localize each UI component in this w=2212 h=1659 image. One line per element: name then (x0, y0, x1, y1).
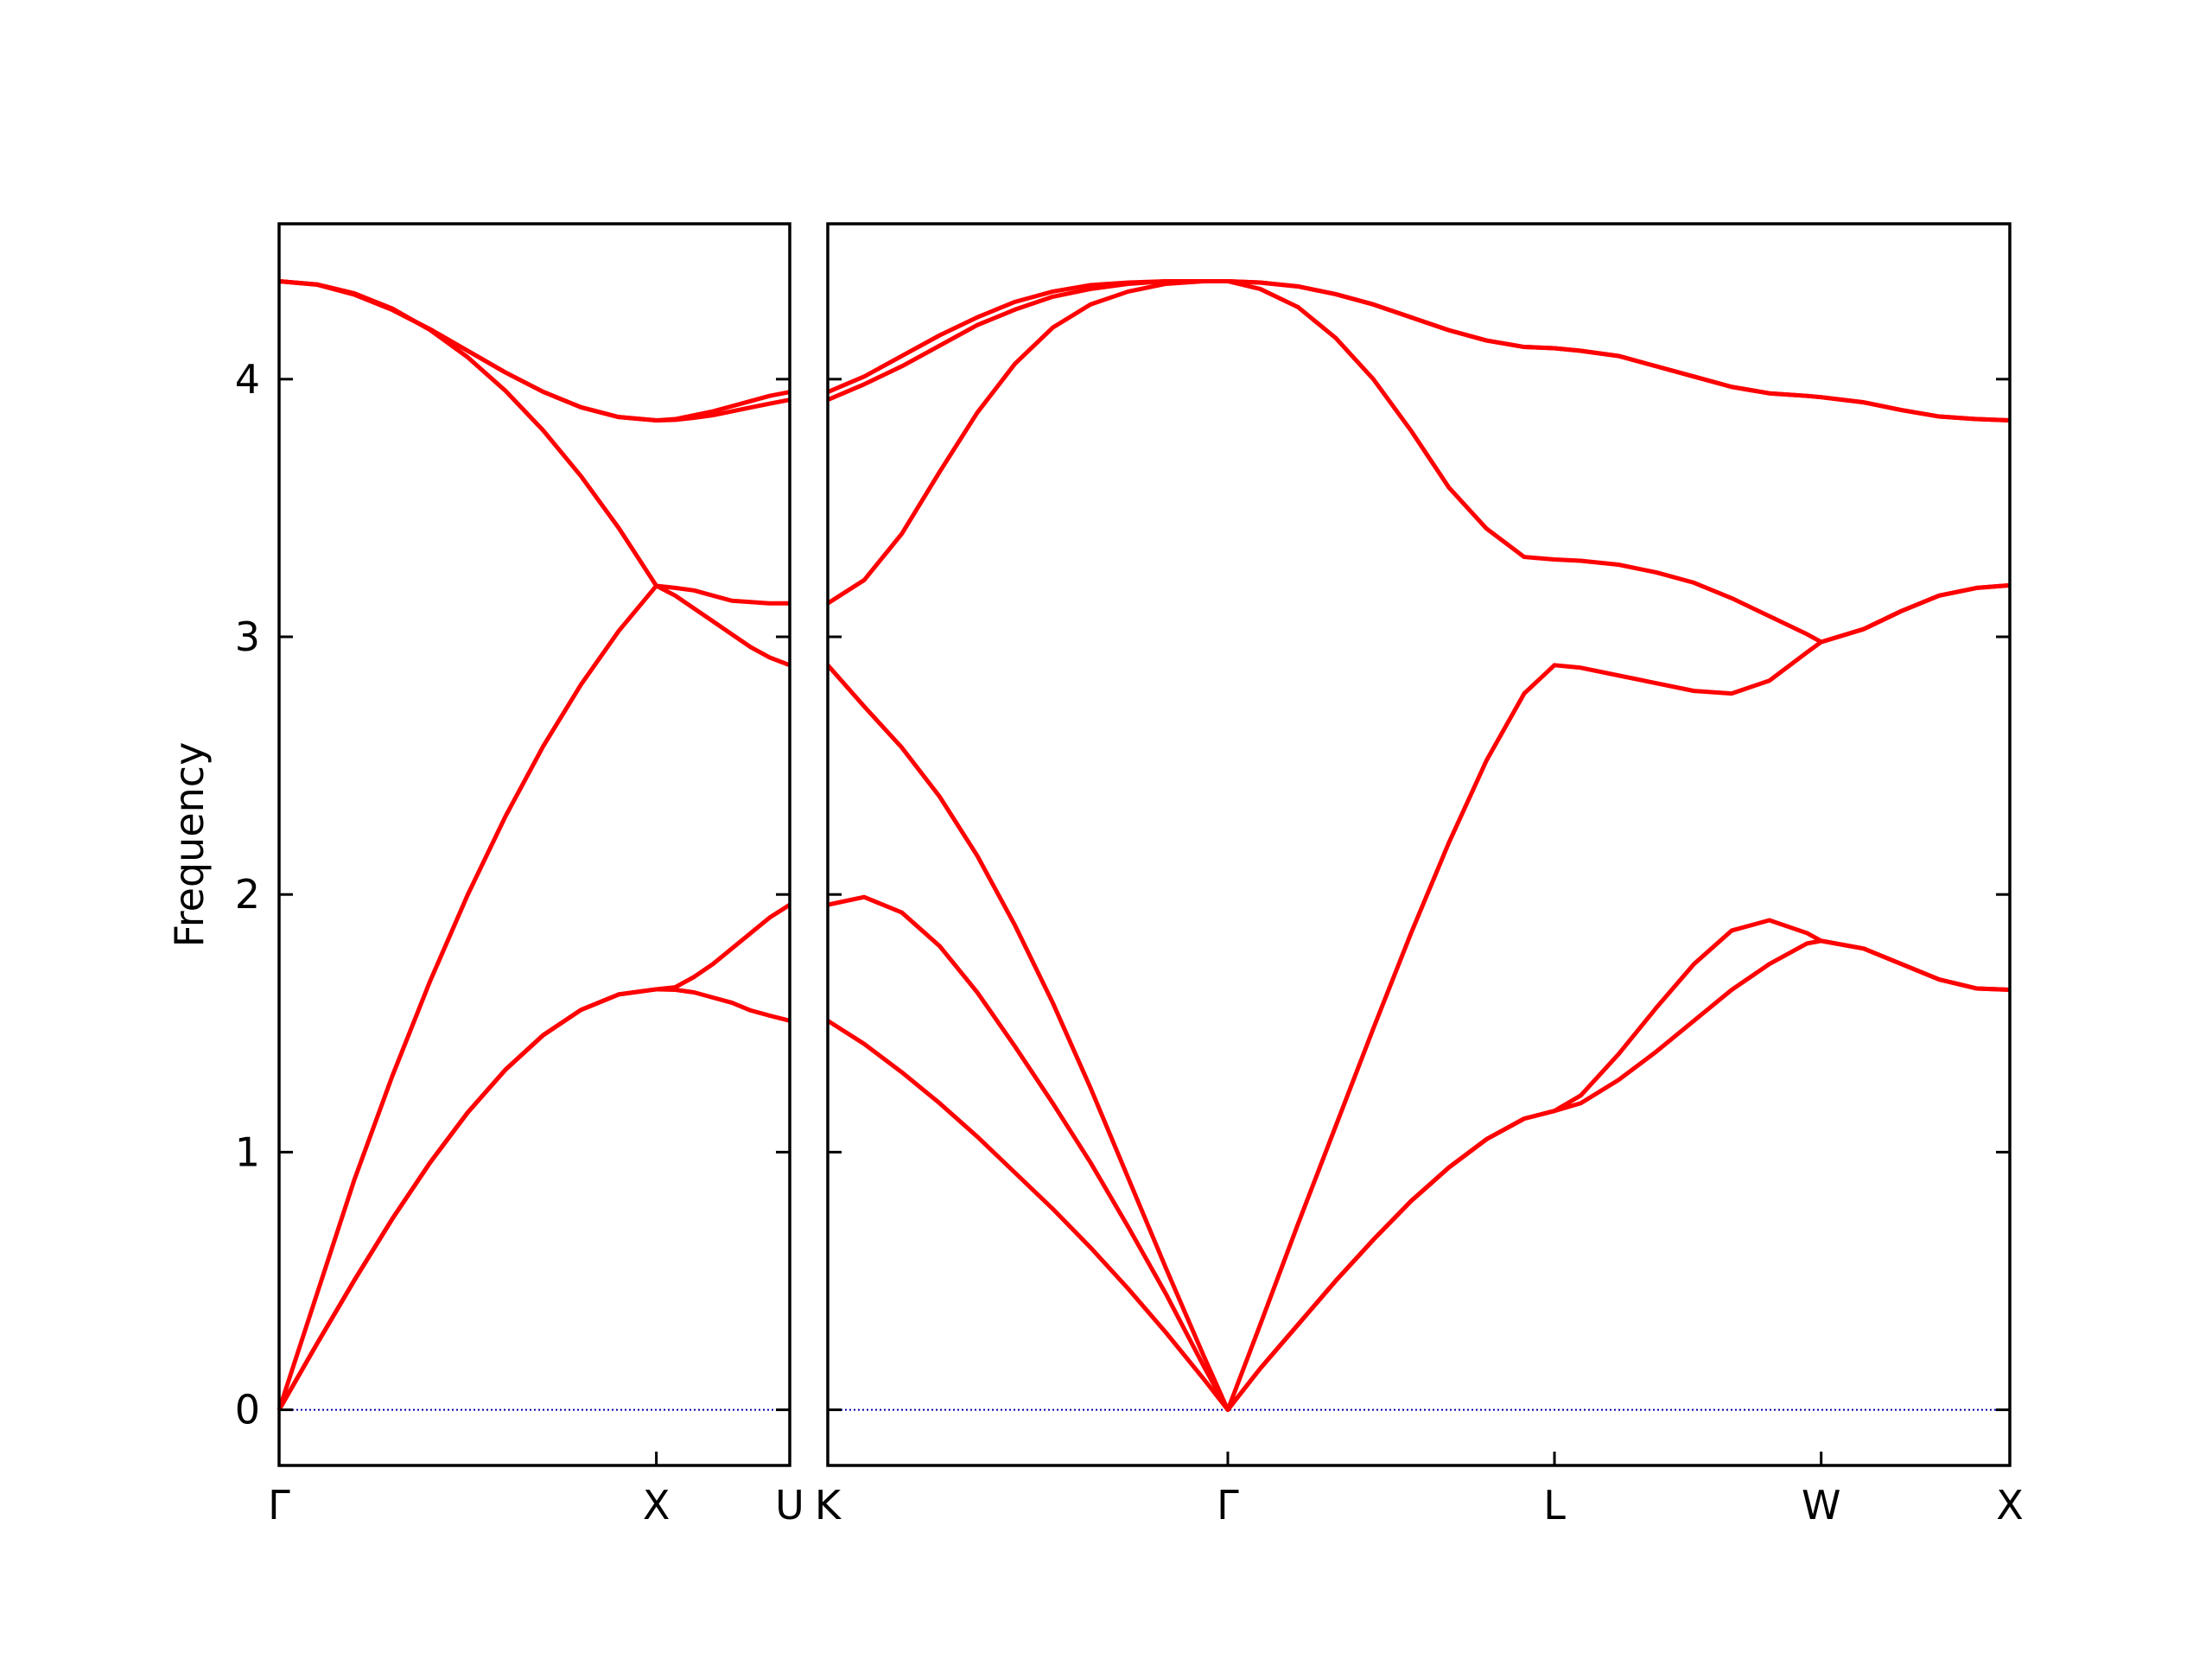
band-line (826, 938, 2011, 1413)
band-line (278, 279, 790, 606)
x-tick-label: Γ (268, 1482, 290, 1529)
band-line (826, 582, 2011, 1413)
band-line (827, 279, 2011, 423)
y-tick-label: 0 (235, 1387, 260, 1433)
band-line (276, 987, 791, 1411)
x-tick-label: K (815, 1482, 842, 1529)
y-axis-label: Frequency (166, 742, 213, 948)
plot-frame (826, 222, 2012, 1467)
band-line (827, 894, 2011, 1413)
x-tick-label: W (1802, 1482, 1840, 1529)
x-tick-label: U (775, 1482, 804, 1529)
y-tick-label: 4 (235, 356, 260, 403)
x-tick-label: L (1543, 1482, 1566, 1529)
plot-frame (277, 222, 791, 1467)
band-line (276, 583, 791, 1411)
x-tick-label: X (1996, 1482, 2024, 1529)
y-tick-label: 2 (235, 871, 260, 918)
band-line (278, 279, 791, 423)
x-tick-label: X (643, 1482, 671, 1529)
y-tick-label: 3 (235, 613, 260, 660)
band-line (278, 279, 791, 423)
band-line (276, 903, 791, 1411)
y-tick-label: 1 (235, 1128, 260, 1175)
band-line (826, 279, 2011, 645)
x-tick-label: Γ (1217, 1482, 1239, 1529)
